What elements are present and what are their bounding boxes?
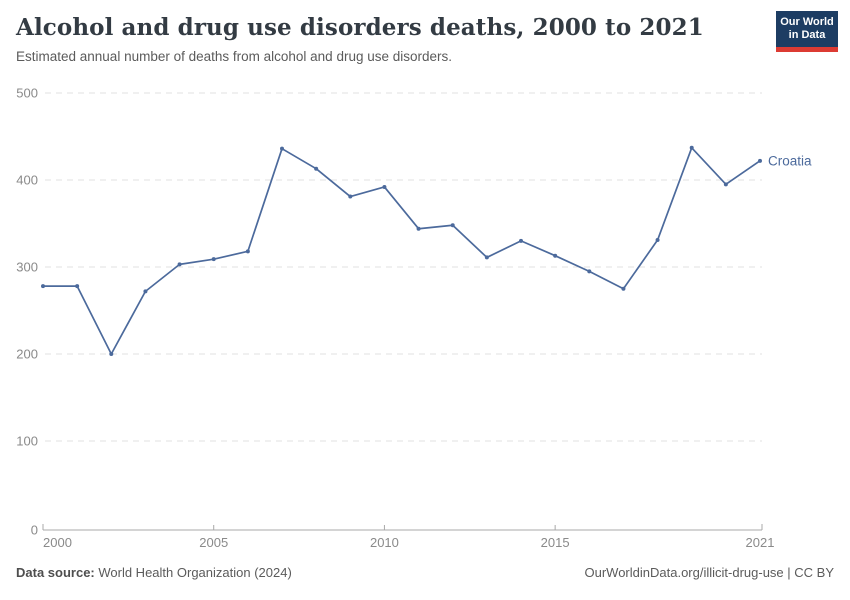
chart-header: Alcohol and drug use disorders deaths, 2… (16, 11, 838, 64)
data-point[interactable] (211, 257, 216, 262)
x-axis-tick-label: 2015 (541, 535, 570, 550)
owid-logo[interactable]: Our World in Data (776, 11, 838, 52)
data-source-label: Data source: (16, 565, 95, 580)
data-point[interactable] (75, 284, 80, 289)
series-label-croatia[interactable]: Croatia (768, 153, 812, 168)
y-axis-tick-label: 400 (16, 173, 38, 188)
data-point[interactable] (450, 223, 455, 228)
owid-logo-line2: in Data (788, 29, 826, 41)
data-point[interactable] (109, 352, 114, 356)
data-point[interactable] (519, 238, 524, 243)
data-point[interactable] (382, 184, 387, 189)
x-axis-tick-label: 2005 (199, 535, 228, 550)
data-point[interactable] (587, 269, 592, 274)
data-point[interactable] (655, 238, 660, 243)
y-axis-tick-label: 500 (16, 86, 38, 101)
data-point[interactable] (723, 182, 728, 187)
attribution-link[interactable]: OurWorldinData.org/illicit-drug-use | CC… (584, 565, 835, 580)
data-point[interactable] (416, 226, 421, 231)
x-axis-tick-label: 2021 (746, 535, 775, 550)
data-point[interactable] (280, 146, 285, 151)
data-point[interactable] (484, 255, 489, 260)
data-source-text: World Health Organization (2024) (94, 565, 292, 580)
data-point[interactable] (177, 262, 182, 267)
data-point[interactable] (245, 249, 250, 254)
chart-title: Alcohol and drug use disorders deaths, 2… (16, 14, 704, 41)
chart-subtitle: Estimated annual number of deaths from a… (16, 49, 453, 64)
chart-footer: Data source: World Health Organization (… (16, 565, 834, 580)
croatia-series-line[interactable] (43, 146, 761, 355)
y-axis-tick-label: 0 (31, 523, 38, 538)
x-axis-tick-label: 2010 (370, 535, 399, 550)
data-point[interactable] (143, 289, 148, 294)
owid-logo-line1: Our World (780, 16, 834, 28)
data-point[interactable] (621, 286, 626, 291)
y-axis-tick-label: 300 (16, 260, 38, 275)
data-point[interactable] (553, 253, 558, 258)
x-axis-tick-label: 2000 (43, 535, 72, 550)
y-axis-tick-label: 200 (16, 347, 38, 362)
data-point[interactable] (314, 166, 319, 171)
data-point[interactable] (348, 194, 353, 199)
y-axis-tick-label: 100 (16, 434, 38, 449)
data-point[interactable] (41, 284, 45, 289)
data-source-note: Data source: World Health Organization (… (16, 565, 292, 580)
data-point[interactable] (689, 145, 694, 150)
line-chart[interactable]: 0 100 200 300 400 500 2000 2005 2010 2015 2021 Croa… (0, 80, 850, 560)
data-point[interactable] (758, 158, 763, 163)
